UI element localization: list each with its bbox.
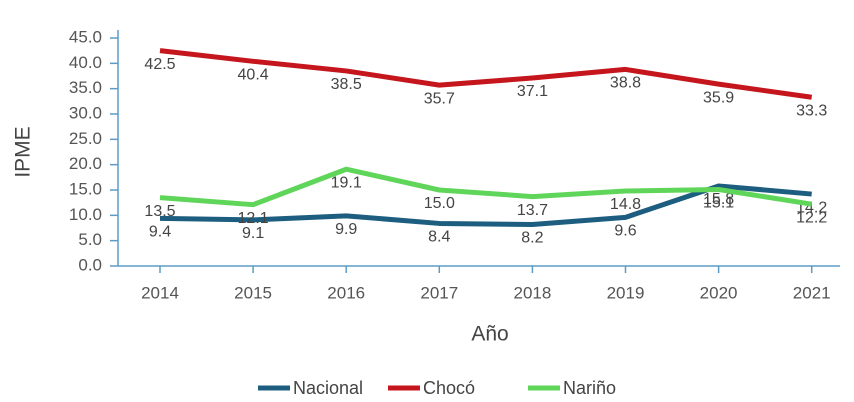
data-label: 40.4 [238, 67, 269, 84]
data-label: 9.9 [335, 221, 357, 238]
x-tick-label: 2017 [420, 283, 458, 302]
data-label: 15.0 [424, 195, 455, 212]
data-label: 12.2 [796, 209, 827, 226]
y-tick-label: 10.0 [69, 205, 102, 224]
y-tick-label: 5.0 [78, 230, 102, 249]
data-label: 9.6 [614, 223, 636, 240]
y-tick-label: 45.0 [69, 27, 102, 46]
data-label: 42.5 [144, 56, 175, 73]
series-line [159, 48, 813, 100]
x-tick-label: 2019 [607, 283, 645, 302]
data-label: 19.1 [331, 174, 362, 191]
series-line [159, 166, 813, 208]
legend-label: Nariño [563, 378, 616, 398]
y-tick-label: 0.0 [78, 255, 102, 274]
y-tick-label: 25.0 [69, 129, 102, 148]
x-tick-label: 2014 [141, 283, 179, 302]
data-label: 14.8 [610, 196, 641, 213]
data-label: 15.1 [703, 195, 734, 212]
data-label: 37.1 [517, 83, 548, 100]
y-tick-label: 35.0 [69, 78, 102, 97]
data-label: 35.9 [703, 89, 734, 106]
x-axis-label: Año [471, 323, 508, 346]
data-label: 15.8 [703, 191, 734, 208]
data-label: 38.8 [610, 75, 641, 92]
legend-label: Nacional [293, 378, 363, 398]
y-tick-label: 15.0 [69, 179, 102, 198]
data-label: 13.5 [144, 203, 175, 220]
data-label: 35.7 [424, 90, 455, 107]
data-label: 33.3 [796, 102, 827, 119]
x-tick-label: 2015 [234, 283, 272, 302]
x-tick-label: 2018 [513, 283, 551, 302]
data-label: 9.1 [242, 225, 264, 242]
y-tick-label: 20.0 [69, 154, 102, 173]
data-label: 8.4 [428, 229, 450, 246]
y-tick-label: 40.0 [69, 53, 102, 72]
legend-label: Chocó [423, 378, 475, 398]
data-label: 9.4 [149, 224, 171, 241]
x-tick-label: 2021 [793, 283, 831, 302]
data-label: 13.7 [517, 202, 548, 219]
x-tick-label: 2020 [700, 283, 738, 302]
data-label: 38.5 [331, 76, 362, 93]
x-tick-label: 2016 [327, 283, 365, 302]
y-tick-label: 30.0 [69, 103, 102, 122]
data-label: 12.1 [238, 210, 269, 227]
data-label: 8.2 [521, 230, 543, 247]
y-axis-label: IPME [12, 126, 35, 177]
